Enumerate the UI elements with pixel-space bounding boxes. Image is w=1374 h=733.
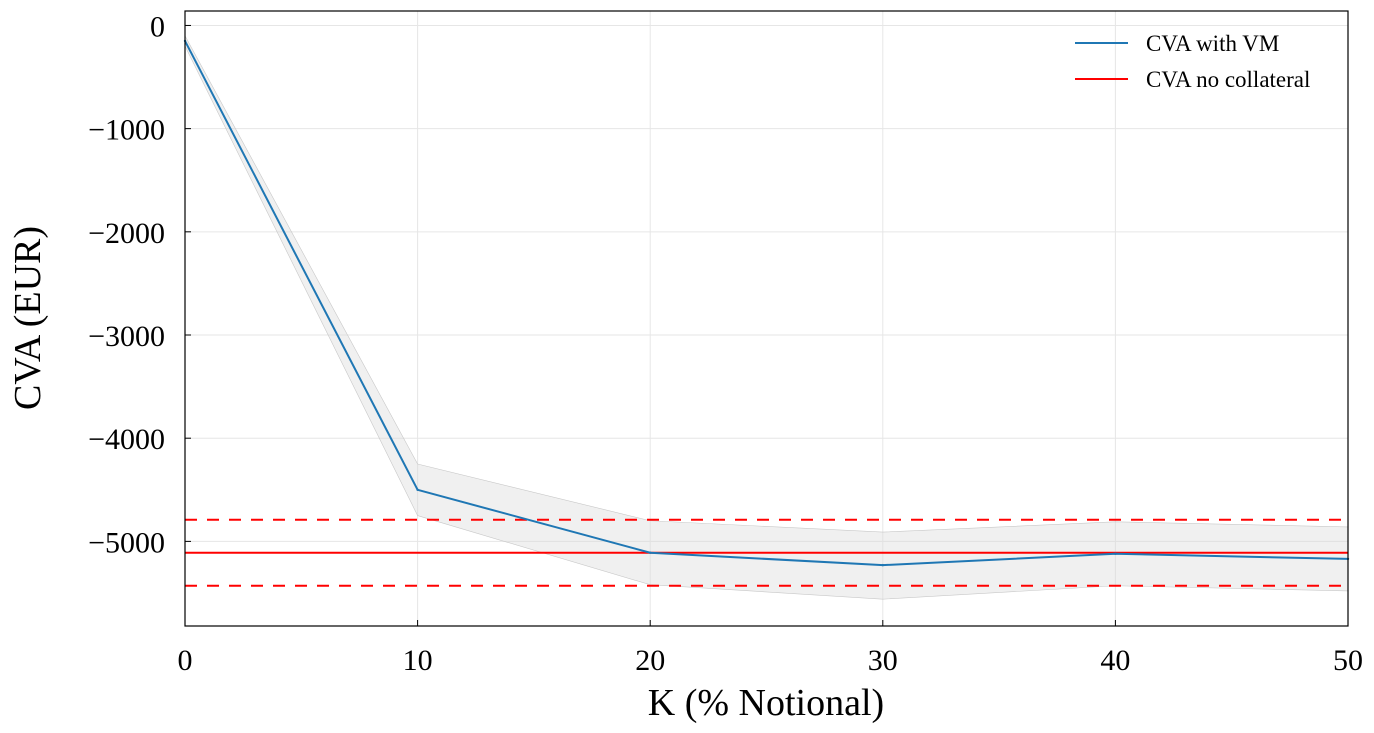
y-tick-label: 0 <box>150 10 165 43</box>
x-tick-label: 20 <box>635 644 665 677</box>
cva-with-vm-point <box>416 488 419 491</box>
cva-with-vm-point <box>881 563 884 567</box>
cva-with-vm-line <box>184 40 1349 567</box>
cva-with-vm-point <box>649 551 652 554</box>
y-tick-label: −5000 <box>88 526 165 559</box>
y-axis-title: CVA (EUR) <box>7 226 49 410</box>
x-tick-label: 40 <box>1100 644 1130 677</box>
x-tick-label: 50 <box>1333 644 1363 677</box>
plot-frame <box>184 10 1349 627</box>
y-axis: 0 −1000 −2000 −3000 −4000 −5000 <box>88 10 191 559</box>
cva-with-vm-point <box>1114 552 1117 555</box>
y-tick-label: −1000 <box>88 114 165 147</box>
x-tick-label: 0 <box>178 644 193 677</box>
legend-label: CVA no collateral <box>1146 67 1310 92</box>
y-tick-label: −4000 <box>88 423 165 456</box>
x-tick-label: 10 <box>403 644 433 677</box>
x-axis: 0 10 20 30 40 50 <box>178 620 1363 677</box>
legend: CVA with VM CVA no collateral <box>1075 31 1310 92</box>
series-layer <box>183 39 1350 587</box>
x-tick-label: 30 <box>868 644 898 677</box>
y-tick-label: −2000 <box>88 217 165 250</box>
x-axis-title: K (% Notional) <box>648 682 884 724</box>
legend-label: CVA with VM <box>1146 31 1279 56</box>
plot-area <box>183 10 1350 627</box>
y-tick-label: −3000 <box>88 320 165 353</box>
